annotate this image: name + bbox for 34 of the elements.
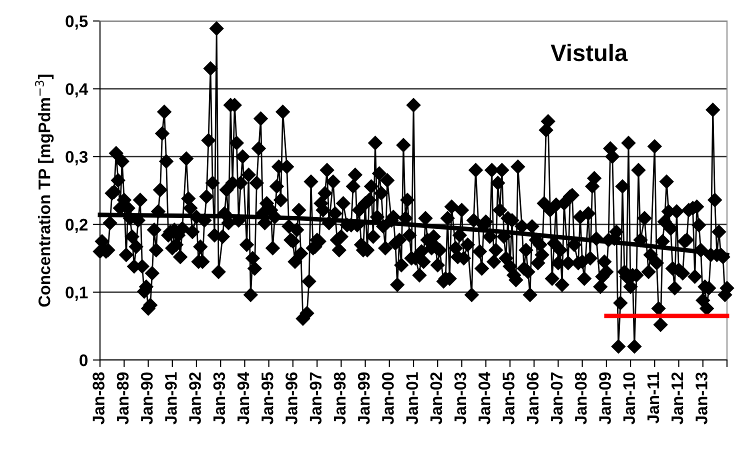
y-tick-label: 0,3 [66, 151, 88, 166]
x-tick-label: Jan-95 [261, 372, 274, 424]
x-tick-label: Jan-11 [647, 372, 660, 424]
x-tick-label: Jan-03 [454, 372, 466, 424]
x-tick-label: Jan-97 [310, 372, 322, 424]
y-tick-label: 0,4 [66, 83, 88, 98]
x-tick-label: Jan-88 [92, 372, 104, 424]
x-tick-label: Jan-04 [478, 372, 490, 424]
x-tick-label: Jan-08 [574, 372, 587, 424]
x-tick-label: Jan-07 [550, 372, 563, 424]
x-tick-label: Jan-00 [382, 372, 394, 424]
x-tick-label: Jan-10 [623, 372, 636, 424]
x-tick-label: Jan-94 [237, 372, 250, 424]
x-tick-label: Jan-06 [526, 372, 539, 424]
x-tick-label: Jan-09 [599, 372, 611, 424]
text: Vistula [550, 44, 628, 62]
y-tick-label: 0,2 [66, 218, 88, 234]
x-tick-label: Jan-01 [406, 372, 418, 424]
x-tick-label: Jan-99 [358, 372, 370, 424]
x-tick-label: Jan-05 [502, 372, 514, 424]
x-tick-label: Jan-93 [213, 372, 226, 424]
x-tick-label: Jan-90 [140, 372, 153, 424]
y-tick-label: 0,5 [66, 15, 88, 30]
y-tick-label: 0 [80, 354, 88, 366]
x-tick-label: Jan-91 [165, 372, 177, 424]
x-tick-label: Jan-12 [671, 372, 684, 424]
x-tick-label: Jan-13 [696, 372, 708, 424]
y-tick-label: 0,1 [66, 286, 88, 301]
x-tick-label: Jan-98 [334, 372, 346, 424]
y-axis-title: Concentration TP [mgPdm$^{−3}$] [35, 74, 54, 307]
x-tick-label: Jan-89 [116, 372, 129, 424]
x-tick-label: Jan-96 [286, 372, 298, 424]
x-tick-label: Jan-02 [430, 372, 442, 424]
x-tick-label: Jan-92 [189, 372, 201, 424]
